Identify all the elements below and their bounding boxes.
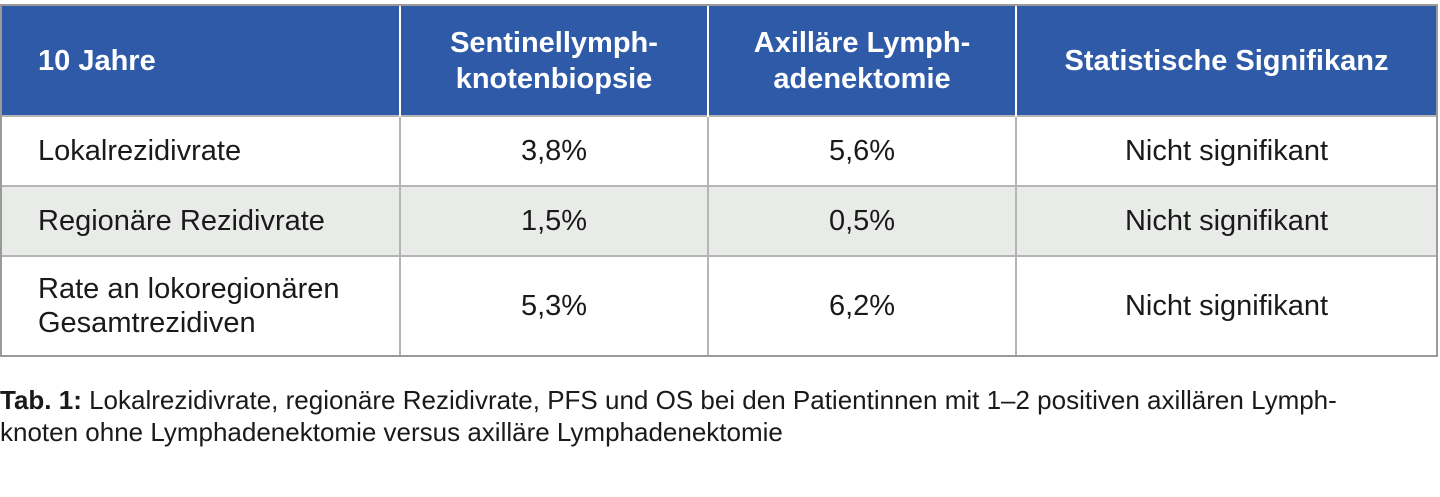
caption-label: Tab. 1:	[0, 385, 82, 415]
cell-sentinel-value: 5,3%	[400, 255, 709, 355]
cell-lymphadenectomy-value: 6,2%	[708, 255, 1017, 355]
header-axillary-lymphadenectomy-text: Axilläre Lymph-adenektomie	[753, 26, 971, 95]
header-period: 10 Jahre	[2, 6, 401, 116]
header-axillary-lymphadenectomy: Axilläre Lymph-adenektomie	[708, 6, 1017, 116]
row-label: Regionäre Rezidivrate	[2, 185, 401, 256]
cell-significance: Nicht signifikant	[1016, 185, 1436, 256]
cell-lymphadenectomy-value: 0,5%	[708, 185, 1017, 256]
row-label: Rate an lokoregionären Gesamtrezidiven	[2, 255, 401, 355]
header-sentinel-biopsy-text: Sentinellymph-knotenbiopsie	[450, 26, 658, 95]
table-row: Regionäre Rezidivrate 1,5% 0,5% Nicht si…	[2, 185, 1436, 256]
caption-text: Lokalrezidivrate, regionäre Rezidivrate,…	[0, 385, 1337, 447]
row-label: Lokalrezidivrate	[2, 115, 401, 186]
cell-significance: Nicht signifikant	[1016, 115, 1436, 186]
data-table-container: 10 Jahre Sentinellymph-knotenbiopsie Axi…	[0, 4, 1438, 357]
table-header-row: 10 Jahre Sentinellymph-knotenbiopsie Axi…	[2, 6, 1436, 116]
table-caption: Tab. 1: Lokalrezidivrate, regionäre Rezi…	[0, 384, 1420, 448]
header-statistical-significance: Statistische Signifikanz	[1016, 6, 1436, 116]
results-table: 10 Jahre Sentinellymph-knotenbiopsie Axi…	[2, 6, 1436, 355]
cell-sentinel-value: 3,8%	[400, 115, 709, 186]
row-label-text: Rate an lokoregionären Gesamtrezidiven	[38, 273, 340, 339]
cell-significance: Nicht signifikant	[1016, 255, 1436, 355]
header-sentinel-biopsy: Sentinellymph-knotenbiopsie	[400, 6, 709, 116]
cell-sentinel-value: 1,5%	[400, 185, 709, 256]
table-row: Lokalrezidivrate 3,8% 5,6% Nicht signifi…	[2, 115, 1436, 186]
cell-lymphadenectomy-value: 5,6%	[708, 115, 1017, 186]
table-row: Rate an lokoregionären Gesamtrezidiven 5,…	[2, 255, 1436, 355]
